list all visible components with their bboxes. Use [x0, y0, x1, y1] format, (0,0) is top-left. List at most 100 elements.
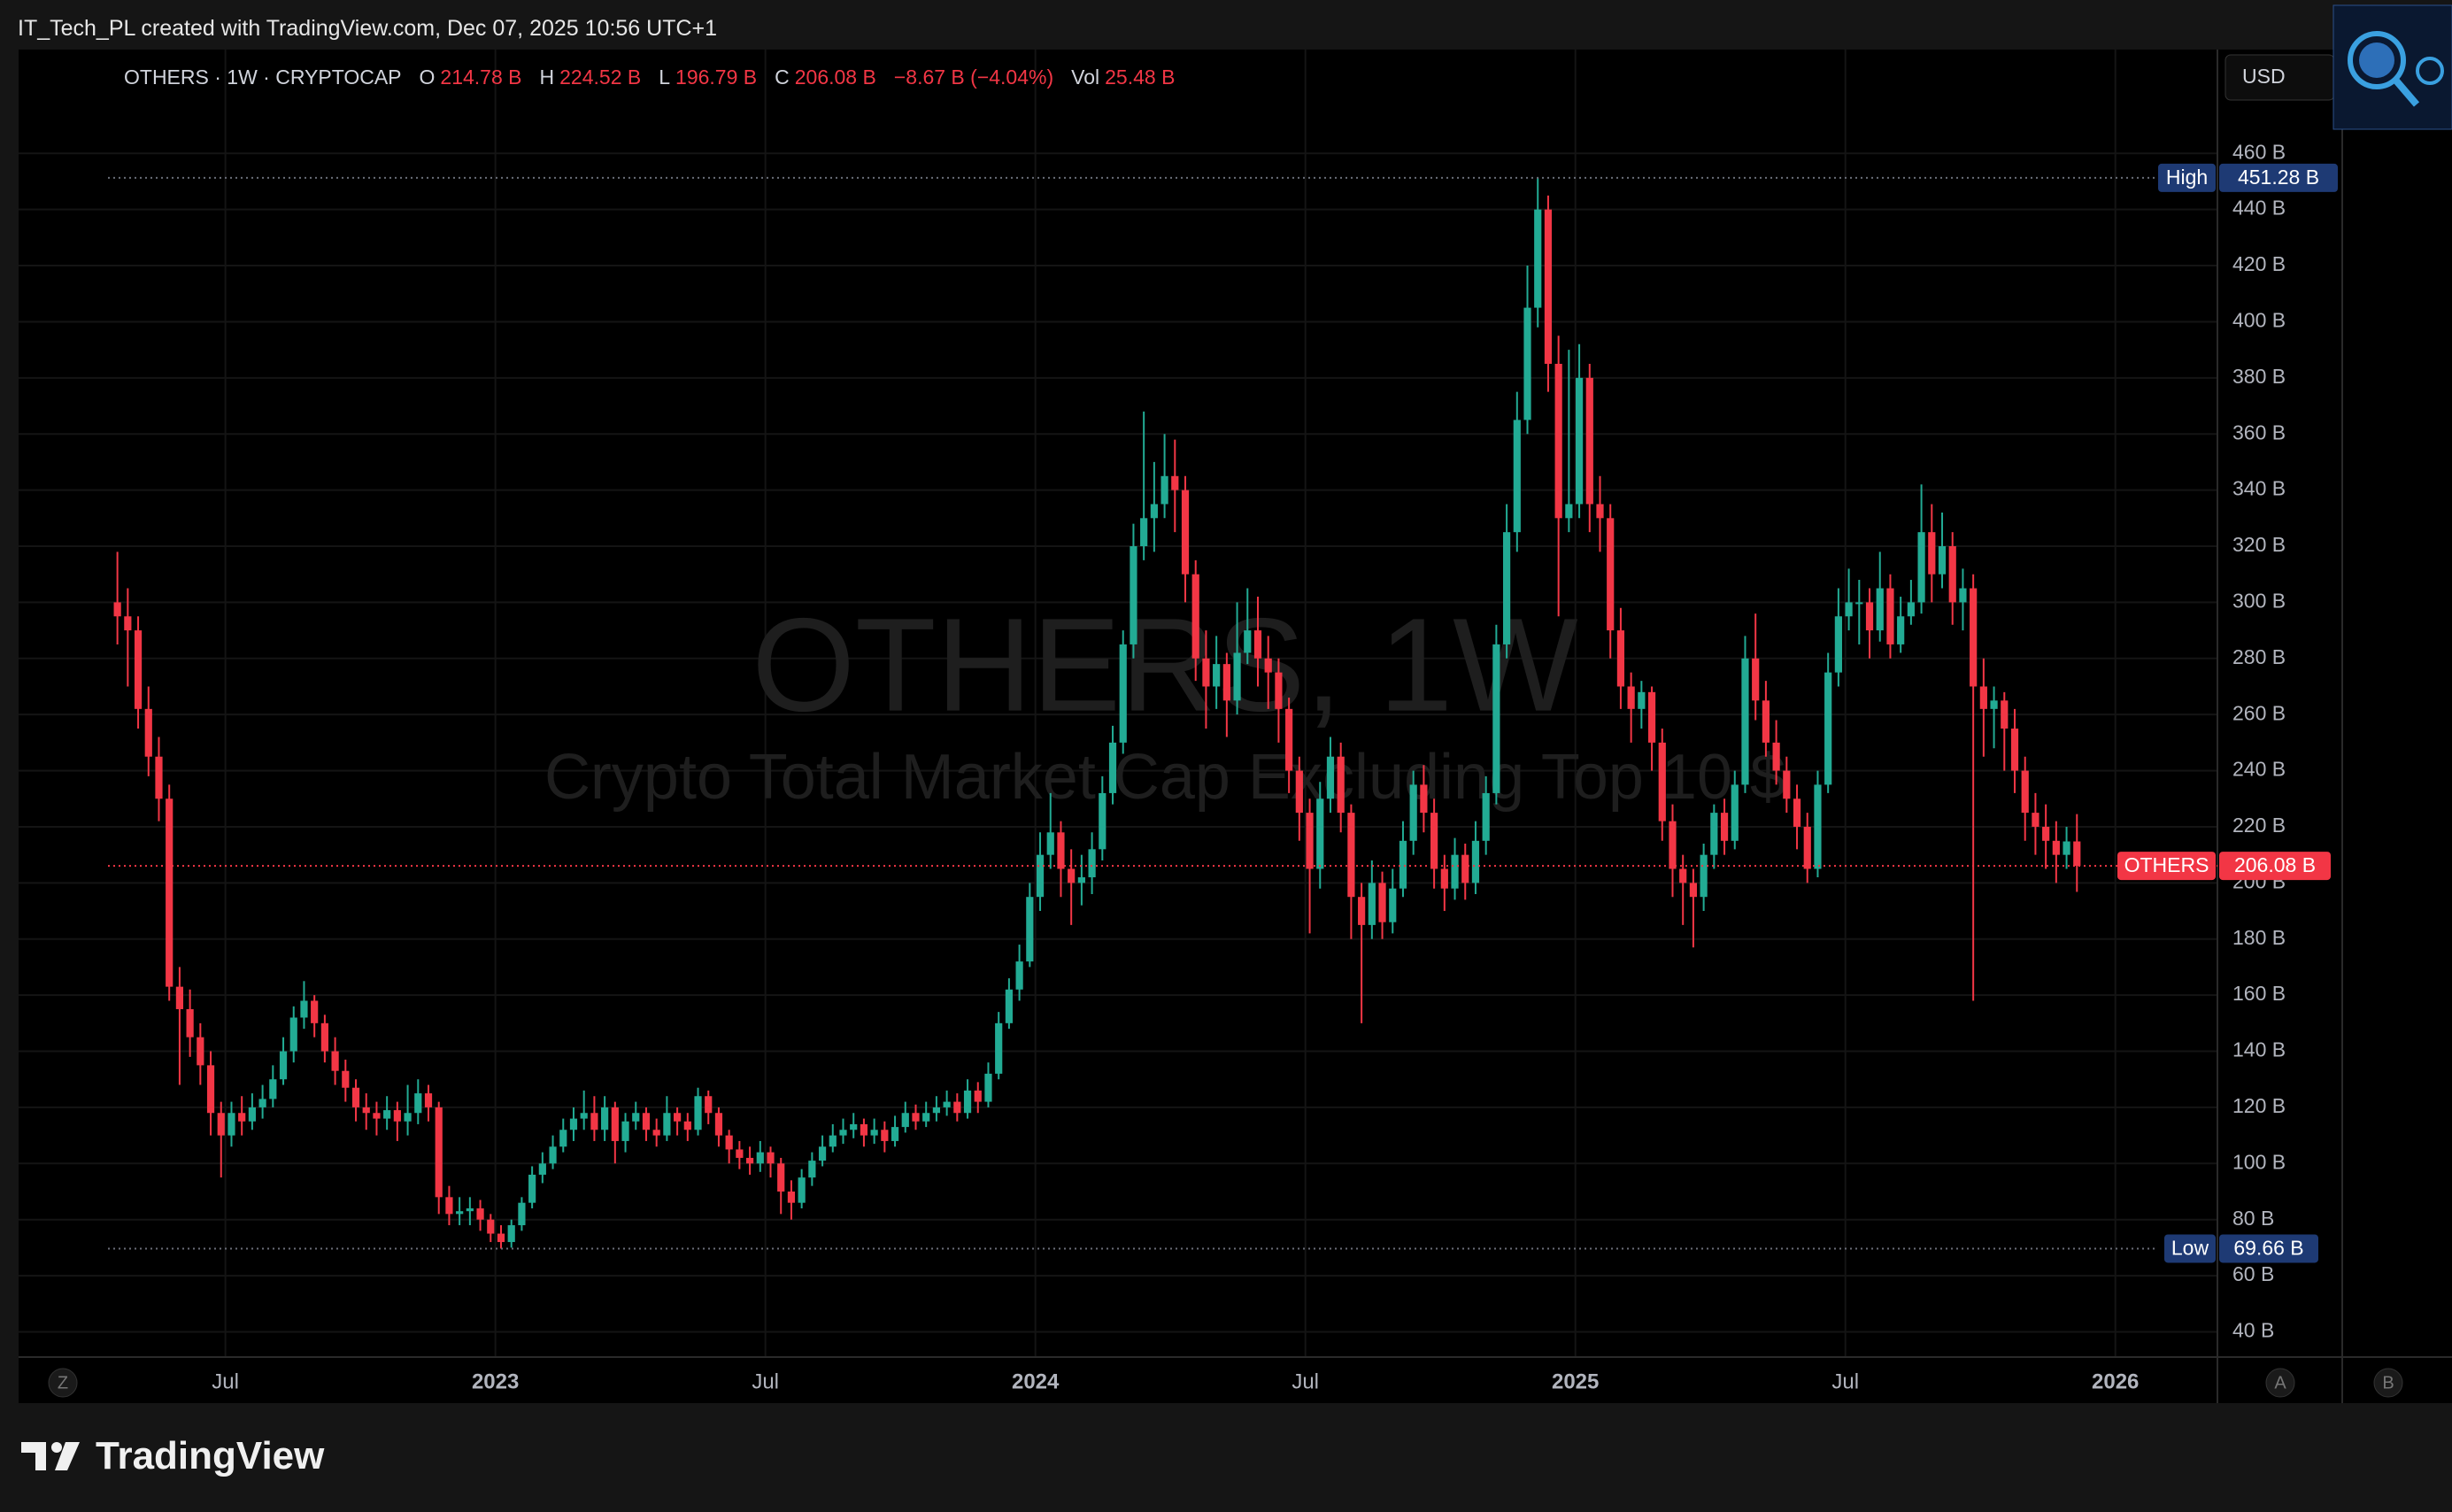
ohlc-key: O: [419, 66, 436, 89]
candle-body: [1928, 532, 1936, 575]
candle-body: [1140, 518, 1148, 547]
price-badge-label: Low: [2171, 1237, 2209, 1260]
candle-body: [206, 1065, 215, 1114]
axis-button[interactable]: [48, 1368, 78, 1398]
candle-body: [777, 1163, 785, 1192]
candle-body: [1399, 840, 1407, 889]
price-badge: [2158, 163, 2216, 192]
volume-key: Vol: [1071, 66, 1100, 89]
ohlc-key: L: [659, 66, 671, 89]
candle-body: [404, 1113, 412, 1122]
candle-body: [1876, 588, 1884, 631]
candle-body: [1544, 209, 1553, 364]
candle-body: [1607, 518, 1615, 631]
candle-body: [632, 1113, 640, 1122]
candle-body: [2001, 700, 2009, 729]
watermark-subtitle: Crypto Total Market Cap Excluding Top 10…: [544, 742, 1785, 813]
axis-button-label: Z: [58, 1373, 68, 1392]
axis-button-label: B: [2382, 1373, 2394, 1392]
candle-body: [1233, 652, 1241, 701]
x-tick-label: 2026: [2092, 1369, 2139, 1393]
candle-body: [1275, 672, 1283, 709]
candle-body: [1264, 658, 1272, 673]
candle-body: [1596, 504, 1604, 519]
candle-body: [373, 1113, 381, 1119]
ohlc-key: H: [539, 66, 555, 89]
candle-body: [850, 1123, 858, 1130]
candle-body: [1358, 897, 1366, 925]
candle-body: [1306, 813, 1314, 869]
price-badge-label: OTHERS: [2124, 853, 2209, 876]
candle-body: [1834, 616, 1842, 673]
candle-body: [580, 1113, 588, 1119]
candle-body: [1409, 784, 1417, 841]
candle-body: [2063, 841, 2070, 855]
candle-body: [362, 1107, 370, 1114]
candle-body: [1482, 792, 1490, 841]
candle-body: [113, 602, 121, 617]
candle-body: [175, 986, 184, 1009]
axis-button[interactable]: [2373, 1368, 2403, 1398]
candle-body: [414, 1093, 422, 1114]
y-tick-label: 460 B: [2232, 140, 2286, 163]
candle-body: [1191, 574, 1199, 659]
candle-body: [818, 1146, 827, 1161]
symbol: OTHERS · 1W · CRYPTOCAP: [124, 66, 402, 89]
change: −8.67 B (−4.04%): [893, 66, 1054, 89]
candle-body: [767, 1152, 775, 1164]
legend: OTHERS · 1W · CRYPTOCAP O 214.78 B H 224.5…: [124, 66, 1187, 89]
candle-body: [1440, 868, 1448, 889]
brand-logo: [21, 1442, 80, 1470]
axis-button[interactable]: [2265, 1368, 2295, 1398]
candle-body: [1160, 475, 1168, 505]
x-tick-label: Jul: [212, 1369, 239, 1393]
y-tick-label: 400 B: [2232, 309, 2286, 332]
candle-body: [1783, 770, 1791, 799]
candle-body: [476, 1208, 484, 1220]
candle-body: [1897, 616, 1905, 644]
candle-body: [466, 1208, 474, 1212]
y-tick-label: 300 B: [2232, 589, 2286, 612]
grid: [19, 50, 2217, 1357]
ohlc-value: 214.78 B: [440, 66, 522, 89]
candle-body: [652, 1130, 660, 1136]
candle-body: [1213, 664, 1221, 687]
currency-label: USD: [2242, 65, 2286, 88]
candle-body: [269, 1079, 277, 1099]
candle-body: [1202, 658, 1210, 687]
y-tick-label: 160 B: [2232, 982, 2286, 1005]
candle-body: [1575, 377, 1584, 505]
candle-body: [1720, 813, 1729, 841]
candle-body: [445, 1197, 453, 1215]
price-badge: [2219, 163, 2338, 192]
candle-body: [1741, 658, 1749, 785]
candle-body: [289, 1017, 297, 1052]
candle-body: [1534, 209, 1542, 308]
candle-body: [569, 1118, 578, 1130]
candle-body: [984, 1073, 992, 1102]
x-tick-label: Jul: [752, 1369, 779, 1393]
candle-body: [1803, 826, 1811, 869]
candle-body: [798, 1177, 806, 1203]
ohlc-value: 206.08 B: [794, 66, 876, 89]
candle-body: [456, 1211, 464, 1215]
candle-body: [1015, 961, 1023, 990]
candle-body: [1979, 686, 1987, 709]
price-badge: [2219, 1234, 2318, 1263]
candle-body: [1907, 602, 1915, 617]
candle-body: [197, 1037, 204, 1066]
candle-body: [342, 1070, 350, 1088]
candle-body: [1554, 363, 1562, 519]
candle-body: [642, 1113, 651, 1130]
candle-body: [1285, 708, 1293, 771]
candle-body: [351, 1087, 360, 1107]
candle-body: [1181, 490, 1190, 575]
candle-body: [674, 1113, 682, 1122]
candle-body: [227, 1113, 235, 1136]
volume-value: 25.48 B: [1105, 66, 1176, 89]
candle-body: [1295, 770, 1303, 814]
x-tick-label: 2023: [472, 1369, 519, 1393]
candle-body: [2010, 729, 2019, 771]
candle-body: [1451, 854, 1459, 889]
candle-body: [487, 1219, 495, 1234]
